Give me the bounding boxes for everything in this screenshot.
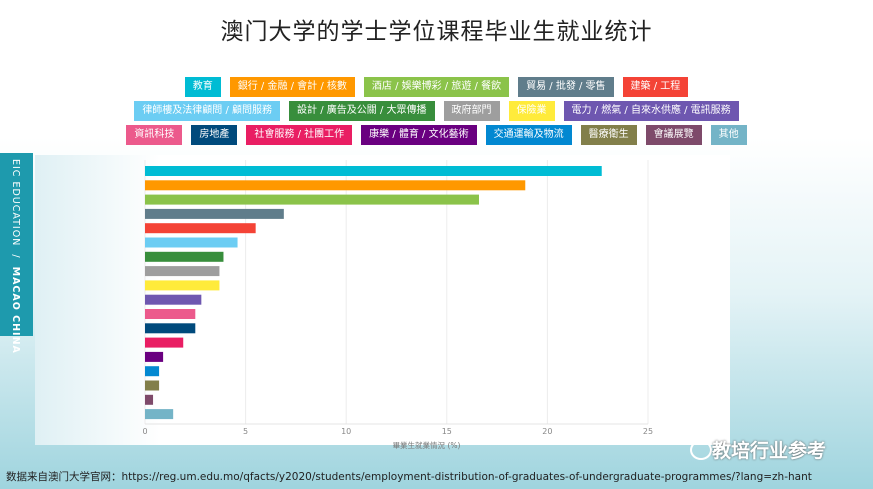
legend-item: 銀行 / 金融 / 會計 / 核數 bbox=[229, 77, 355, 97]
bar bbox=[145, 280, 220, 291]
legend-item: 電力 / 燃氣 / 自來水供應 / 電訊服務 bbox=[563, 101, 739, 121]
side-brand-strip: EIC EDUCATION / MACAO CHINA bbox=[0, 153, 33, 354]
wechat-icon bbox=[690, 440, 712, 460]
bar bbox=[145, 380, 160, 391]
bar bbox=[145, 337, 184, 348]
legend-item: 設計 / 廣告及公關 / 大眾傳播 bbox=[289, 101, 435, 121]
legend-row: 教育 銀行 / 金融 / 會計 / 核數 酒店 / 娛樂博彩 / 旅遊 / 餐飲 貿易… bbox=[0, 77, 873, 97]
bar bbox=[145, 208, 284, 219]
bar bbox=[145, 251, 224, 262]
legend-item: 政府部門 bbox=[443, 101, 500, 121]
legend-item: 酒店 / 娛樂博彩 / 旅遊 / 餐飲 bbox=[363, 77, 510, 97]
legend-item: 教育 bbox=[184, 77, 221, 97]
bar bbox=[145, 309, 196, 319]
bar bbox=[145, 394, 154, 405]
legend-item: 資訊科技 bbox=[126, 125, 183, 145]
legend-item: 社會服務 / 社團工作 bbox=[246, 125, 353, 145]
legend-item: 保險業 bbox=[508, 101, 555, 121]
legend-item: 其他 bbox=[710, 125, 747, 145]
legend-item: 會議展覽 bbox=[645, 125, 702, 145]
x-tick-label: 15 bbox=[442, 427, 452, 436]
bar bbox=[145, 166, 602, 176]
page-title: 澳门大学的学士学位课程毕业生就业统计 bbox=[220, 19, 653, 45]
bar bbox=[145, 409, 174, 420]
brand-label: 教培行业参考 bbox=[712, 440, 827, 462]
bar bbox=[145, 323, 196, 334]
x-tick-label: 0 bbox=[142, 427, 147, 436]
legend-item: 醫療衛生 bbox=[580, 125, 637, 145]
bar bbox=[145, 351, 164, 362]
legend-row: 律師樓及法律顧問 / 顧問服務 設計 / 廣告及公關 / 大眾傳播 政府部門 保險業電… bbox=[0, 101, 873, 121]
legend-item: 貿易 / 批發 / 零售 bbox=[518, 77, 614, 97]
x-tick-label: 25 bbox=[643, 427, 653, 436]
bar bbox=[145, 266, 220, 277]
legend-item: 律師樓及法律顧問 / 顧問服務 bbox=[134, 101, 281, 121]
legend-item: 交通運輸及物流 bbox=[485, 125, 572, 145]
legend-item: 房地產 bbox=[191, 125, 238, 145]
chart-legend: 教育 銀行 / 金融 / 會計 / 核數 酒店 / 娛樂博彩 / 旅遊 / 餐飲 貿易… bbox=[0, 77, 873, 149]
legend-item: 康樂 / 體育 / 文化藝術 bbox=[361, 125, 477, 145]
bar bbox=[145, 180, 526, 191]
bar bbox=[145, 223, 256, 234]
legend-item: 建築 / 工程 bbox=[622, 77, 689, 97]
x-tick-label: 10 bbox=[341, 427, 351, 436]
bar bbox=[145, 194, 479, 205]
source-footer: 数据来自澳门大学官网：https://reg.um.edu.mo/qfacts/… bbox=[6, 471, 812, 483]
x-tick-label: 20 bbox=[542, 427, 552, 436]
bar bbox=[145, 294, 202, 305]
side-label: EIC EDUCATION / MACAO CHINA bbox=[10, 159, 21, 354]
bar bbox=[145, 237, 238, 248]
legend-row: 資訊科技 房地產 社會服務 / 社團工作 康樂 / 體育 / 文化藝術 交通運輸及物流醫… bbox=[0, 125, 873, 145]
bar bbox=[145, 366, 160, 377]
x-axis-label: 畢業生就業情況 (%) bbox=[393, 440, 461, 450]
x-tick-label: 5 bbox=[243, 427, 248, 436]
